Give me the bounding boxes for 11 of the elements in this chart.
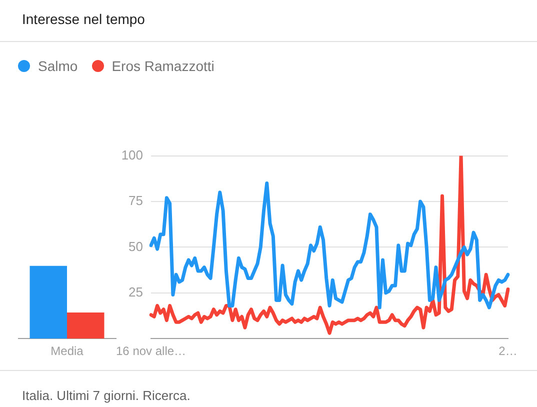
y-tick-label: 50 <box>128 238 144 254</box>
x-tick-label: Media <box>50 344 84 358</box>
x-tick-label: 2… <box>498 344 518 358</box>
y-tick-label: 100 <box>121 147 144 162</box>
y-tick-label: 75 <box>128 193 144 208</box>
legend-label: Salmo <box>38 58 78 74</box>
legend-label: Eros Ramazzotti <box>112 58 214 74</box>
chart-title: Interesse nel tempo <box>22 11 145 27</box>
text: Italia. Ultimi 7 giorni. Ricerca. <box>22 388 190 403</box>
y-tick-label: 25 <box>128 284 144 300</box>
x-tick-label: 16 nov alle… <box>116 344 186 358</box>
